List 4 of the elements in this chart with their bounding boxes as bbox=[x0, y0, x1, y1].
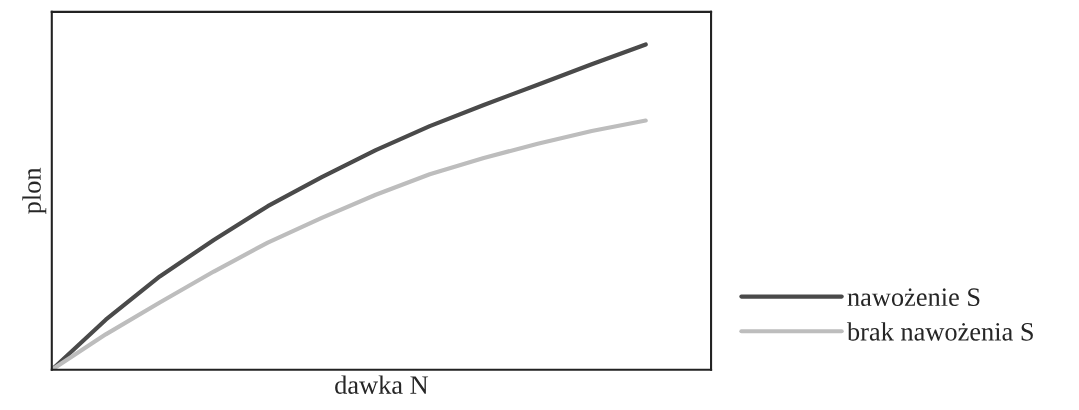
legend-label: nawożenie S bbox=[847, 288, 980, 307]
y-axis-title: plon bbox=[22, 167, 47, 214]
x-axis-title: dawka N bbox=[335, 375, 429, 394]
legend-label: brak nawożenia S bbox=[846, 322, 1033, 341]
